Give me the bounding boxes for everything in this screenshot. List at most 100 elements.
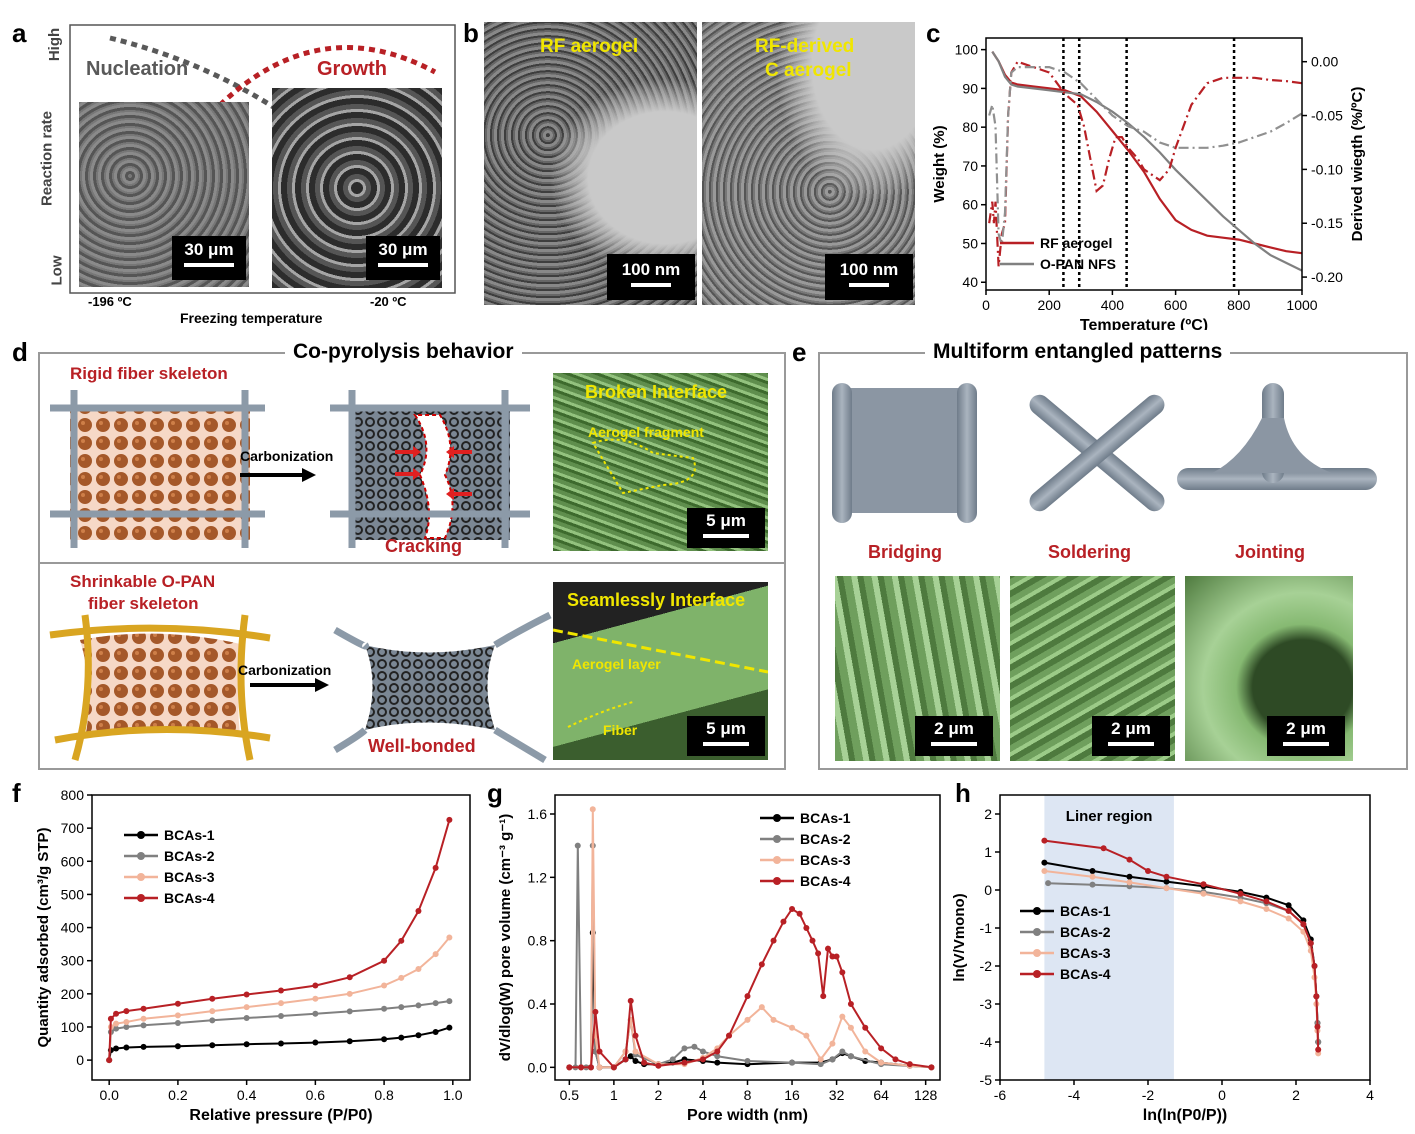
data-point [415,907,422,914]
panel-d-top-illustration [50,390,530,548]
scale-text: 5 μm [706,511,746,530]
panel-b-scalebar-2: 100 nm [825,254,913,300]
data-point [174,1020,181,1026]
data-point [592,1008,599,1015]
panel-d-bottom-label-1: Shrinkable O-PAN [70,572,216,591]
plot-frame [554,794,941,1081]
panel-d-broken-interface: Broken Interface [585,382,728,402]
panel-a-x-left: -196 ºC [88,294,132,309]
y-tick-label: 40 [962,274,978,290]
x-tick-label: 200 [1038,297,1062,313]
data-point [446,1024,453,1031]
scale-text: 2 μm [934,719,974,738]
x-tick-label: 16 [784,1087,800,1103]
data-point [589,806,596,813]
panel-a-growth: Growth [317,58,387,80]
plot-frame [999,794,1371,1081]
series-line-O-PAN NFS [991,51,1303,272]
legend-marker [1033,907,1041,915]
panel-e-soldering: Soldering [1048,542,1132,562]
data-point [312,1010,319,1017]
data-point [758,961,765,968]
x-tick-label: -4 [1068,1087,1081,1103]
panel-a-scalebar-1: 30 μm [172,236,246,280]
data-point [1311,963,1318,969]
y-tick-label: -5 [980,1072,993,1088]
data-point [847,1053,854,1060]
data-point [381,957,388,964]
y-tick-label: -3 [980,996,993,1012]
panel-label-g: g [487,778,503,808]
data-point [789,906,796,912]
data-point [1285,902,1292,909]
y-tick-label: 600 [61,853,85,869]
data-point [878,1059,885,1066]
y-tick-label: 80 [962,119,978,135]
panel-e-scalebar-1: 2 μm [915,716,993,756]
data-point [312,995,319,1002]
data-point [714,1053,721,1060]
data-point [780,918,787,925]
data-point [1163,885,1170,892]
data-point [878,1045,885,1052]
series-line-BCAs-1 [108,1026,450,1061]
x-tick-label: 4 [699,1087,707,1103]
data-point [346,974,353,981]
legend-label-BCAs-4: BCAs-4 [800,873,851,889]
panel-d-well-bonded: Well-bonded [368,736,476,756]
x-tick-label: 0.8 [374,1087,394,1103]
data-point [906,1061,913,1068]
data-point [174,1043,181,1050]
data-point [1313,993,1320,1000]
data-point [928,1064,935,1071]
panel-e-illustrations [832,383,1377,523]
legend-label-BCAs-2: BCAs-2 [164,848,215,864]
data-point [1045,880,1052,887]
data-point [123,1044,130,1051]
data-point [140,1005,147,1012]
data-point [432,1028,439,1035]
y-tick-label: -4 [980,1034,993,1050]
x-tick-label: 128 [914,1087,938,1103]
series-line-RF aerogel [991,51,1303,255]
y-tick-label: 0.0 [528,1059,548,1075]
x-tick-label: 0.2 [168,1087,188,1103]
data-point [174,1000,181,1007]
data-point [655,1062,662,1069]
data-point [1285,915,1292,922]
panel-d-title: Co-pyrolysis behavior [285,340,522,364]
bridging-illustration [832,383,977,523]
soldering-illustration [1029,394,1165,512]
data-point [312,982,319,989]
data-point [803,1032,810,1039]
data-point [829,1040,836,1047]
y-tick-label: 200 [61,986,85,1002]
legend-marker [773,877,781,885]
panel-label-e: e [792,337,807,367]
data-point [1237,890,1244,897]
panel-a-x-right: -20 ºC [370,294,407,309]
data-point [398,1004,405,1011]
data-point [1145,868,1151,874]
x-axis-label: Temperature (ºC) [1080,317,1208,330]
data-point [381,1005,388,1012]
data-point [815,950,822,957]
legend-marker [137,894,145,902]
data-point [596,1048,603,1055]
y-tick-label: 90 [962,80,978,96]
data-point [1300,921,1307,928]
y-tick-label: 60 [962,197,978,213]
y-axis-label: dV/dlog(W) pore volume (cm⁻³ g⁻¹) [497,814,514,1062]
y-tick-label: 100 [955,42,979,58]
series-line-BCAs-4 [108,819,451,1061]
legend-label-RF aerogel: RF aerogel [1040,235,1112,251]
panel-a-y-low: Low [48,255,66,286]
legend-marker [1033,928,1041,936]
linear-region-label: Liner region [1066,808,1153,825]
series-line-BCAs-2 [108,1000,450,1061]
legend-marker [1033,970,1041,978]
series-line-BCAs-1 [569,932,932,1069]
x-tick-label: -2 [1142,1087,1155,1103]
data-point [596,1064,603,1071]
data-point [1041,868,1048,874]
